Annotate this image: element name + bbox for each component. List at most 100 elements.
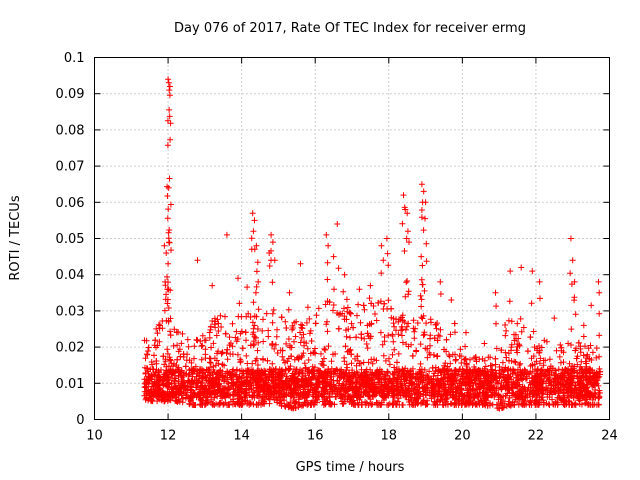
data-point bbox=[402, 326, 409, 333]
data-point bbox=[209, 282, 216, 289]
data-point bbox=[167, 332, 174, 339]
data-point bbox=[421, 366, 428, 373]
data-point bbox=[203, 400, 209, 407]
data-point bbox=[325, 242, 332, 249]
data-point bbox=[361, 372, 368, 379]
data-point bbox=[165, 235, 172, 242]
data-point bbox=[402, 206, 409, 213]
data-point bbox=[242, 329, 249, 336]
data-point bbox=[205, 366, 212, 373]
data-point bbox=[562, 383, 569, 390]
data-point bbox=[500, 375, 507, 381]
data-point bbox=[580, 333, 587, 340]
data-point bbox=[294, 378, 301, 385]
data-point bbox=[255, 401, 262, 408]
data-point bbox=[275, 389, 282, 396]
data-point bbox=[382, 357, 389, 364]
data-point bbox=[161, 242, 168, 249]
data-point bbox=[212, 318, 219, 325]
data-point bbox=[550, 383, 557, 389]
data-point bbox=[363, 341, 370, 347]
data-point bbox=[354, 399, 361, 406]
data-point bbox=[496, 374, 503, 381]
data-point bbox=[286, 289, 293, 296]
data-point bbox=[346, 379, 353, 386]
data-point bbox=[218, 324, 225, 330]
data-point bbox=[173, 388, 180, 395]
data-point bbox=[279, 347, 286, 354]
data-point bbox=[319, 362, 326, 368]
data-point bbox=[243, 313, 250, 320]
data-point bbox=[476, 391, 483, 397]
data-point bbox=[583, 360, 590, 367]
data-point bbox=[184, 336, 191, 343]
data-point bbox=[558, 344, 565, 351]
data-point bbox=[269, 360, 276, 367]
data-point bbox=[362, 369, 369, 376]
data-point bbox=[146, 373, 153, 380]
data-point bbox=[318, 350, 324, 357]
data-point bbox=[498, 399, 505, 405]
data-point bbox=[430, 376, 437, 383]
data-point bbox=[171, 369, 178, 376]
data-point bbox=[560, 399, 567, 405]
data-point bbox=[348, 398, 355, 405]
data-point bbox=[341, 373, 348, 380]
data-point bbox=[596, 332, 603, 339]
data-point bbox=[156, 338, 163, 345]
data-point bbox=[324, 318, 330, 325]
data-point bbox=[587, 342, 594, 349]
data-point bbox=[179, 395, 186, 402]
data-point bbox=[142, 355, 149, 362]
data-point bbox=[260, 356, 266, 363]
data-point bbox=[343, 296, 350, 303]
data-point bbox=[356, 286, 363, 293]
data-point bbox=[216, 374, 222, 381]
data-point bbox=[234, 366, 240, 373]
data-point bbox=[278, 314, 285, 321]
data-point bbox=[316, 378, 323, 385]
data-point bbox=[499, 404, 506, 411]
data-point bbox=[288, 381, 295, 388]
data-point bbox=[554, 401, 561, 408]
data-point bbox=[300, 383, 306, 389]
data-point bbox=[245, 367, 252, 374]
data-point bbox=[263, 310, 270, 317]
data-point bbox=[295, 356, 302, 363]
data-point bbox=[437, 397, 444, 404]
data-point bbox=[479, 355, 486, 362]
data-point bbox=[354, 353, 361, 360]
data-point bbox=[205, 377, 212, 383]
data-point bbox=[252, 376, 259, 383]
data-point bbox=[479, 389, 486, 396]
data-point bbox=[284, 358, 291, 365]
data-point bbox=[473, 370, 480, 377]
data-point bbox=[481, 340, 488, 347]
data-point bbox=[166, 83, 173, 90]
data-point bbox=[165, 229, 172, 236]
data-point bbox=[513, 374, 520, 381]
data-point bbox=[390, 400, 397, 407]
data-point bbox=[568, 401, 575, 408]
data-point bbox=[247, 382, 254, 389]
data-point bbox=[343, 327, 349, 334]
data-point bbox=[589, 374, 596, 381]
data-point bbox=[250, 401, 257, 408]
data-point bbox=[420, 227, 427, 234]
data-point bbox=[235, 313, 242, 320]
data-point bbox=[405, 387, 412, 394]
data-point bbox=[180, 380, 187, 387]
data-point bbox=[427, 316, 434, 323]
data-point bbox=[447, 400, 454, 407]
data-point bbox=[383, 235, 390, 242]
data-point bbox=[481, 368, 487, 375]
data-point bbox=[572, 347, 579, 354]
data-point bbox=[286, 342, 293, 349]
data-point bbox=[340, 288, 347, 295]
data-point bbox=[391, 364, 398, 371]
data-point bbox=[330, 302, 337, 308]
data-point bbox=[420, 375, 427, 382]
data-point bbox=[180, 351, 187, 358]
data-point bbox=[456, 398, 463, 405]
data-point bbox=[487, 400, 493, 407]
